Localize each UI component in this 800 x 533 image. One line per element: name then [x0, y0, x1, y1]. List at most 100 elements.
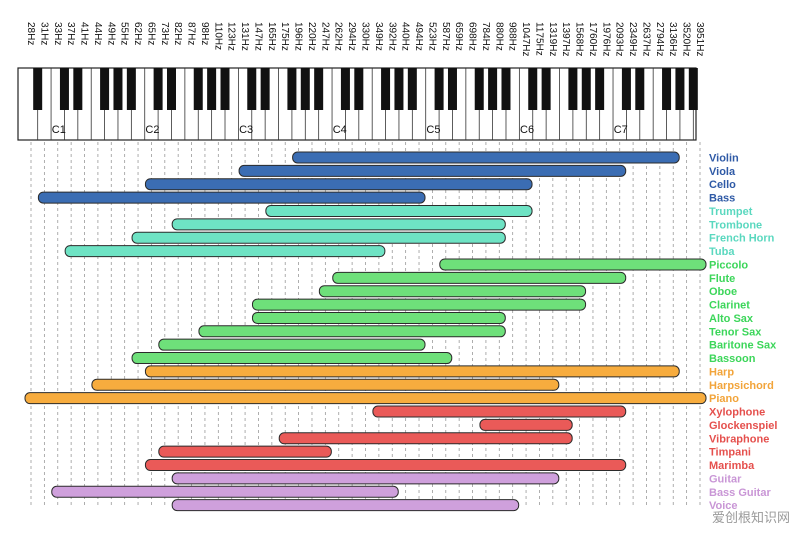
- octave-label-c2: C2: [145, 124, 159, 136]
- freq-label-494hz: 494Hz: [413, 22, 424, 51]
- instrument-label-piccolo: Piccolo: [709, 259, 748, 271]
- range-bar-timpani: [158, 445, 332, 458]
- instrument-label-harpsichord: Harpsichord: [709, 380, 774, 392]
- black-key: [688, 68, 698, 110]
- black-key: [434, 68, 444, 110]
- freq-label-1175hz: 1175Hz: [533, 22, 544, 56]
- range-bar-voice: [171, 499, 520, 512]
- octave-labels: C1 C2 C3 C4 C5 C6 C7: [52, 124, 628, 136]
- black-key: [447, 68, 457, 110]
- range-bar-harpsichord: [91, 378, 560, 391]
- range-bar-tuba: [64, 245, 386, 258]
- octave-label-c6: C6: [520, 124, 534, 136]
- freq-label-330hz: 330Hz: [360, 22, 371, 51]
- black-key: [287, 68, 297, 110]
- freq-label-784hz: 784Hz: [480, 22, 491, 51]
- instrument-label-tuba: Tuba: [709, 246, 735, 258]
- instrument-label-timpani: Timpani: [709, 447, 751, 459]
- freq-label-41hz: 41Hz: [79, 22, 90, 45]
- instrument-label-clarinet: Clarinet: [709, 300, 750, 312]
- range-bar-flute: [332, 271, 627, 284]
- freq-label-55hz: 55Hz: [119, 22, 130, 45]
- range-bar-tenor-sax: [198, 325, 506, 338]
- black-key: [662, 68, 672, 110]
- freq-label-880hz: 880Hz: [493, 22, 504, 51]
- black-key: [166, 68, 176, 110]
- instrument-label-xylophone: Xylophone: [709, 407, 765, 419]
- instrument-label-baritone-sax: Baritone Sax: [709, 340, 777, 352]
- freq-label-131hz: 131Hz: [239, 22, 250, 51]
- freq-label-1760hz: 1760Hz: [587, 22, 598, 56]
- freq-label-247hz: 247Hz: [319, 22, 330, 51]
- freq-label-98hz: 98Hz: [199, 22, 210, 45]
- freq-label-1397hz: 1397Hz: [560, 22, 571, 56]
- freq-label-2637hz: 2637Hz: [640, 22, 651, 56]
- range-bar-baritone-sax: [158, 338, 426, 351]
- black-key: [300, 68, 310, 110]
- black-key: [675, 68, 685, 110]
- freq-label-49hz: 49Hz: [105, 22, 116, 45]
- black-key: [193, 68, 203, 110]
- black-key: [354, 68, 364, 110]
- range-bar-violin: [292, 151, 680, 164]
- octave-label-c4: C4: [333, 124, 347, 136]
- instrument-label-marimba: Marimba: [709, 460, 755, 472]
- instrument-label-glockenspiel: Glockenspiel: [709, 420, 777, 432]
- black-key: [501, 68, 511, 110]
- black-key: [595, 68, 605, 110]
- freq-label-659hz: 659Hz: [453, 22, 464, 51]
- instrument-label-cello: Cello: [709, 179, 736, 191]
- black-key: [581, 68, 591, 110]
- instrument-label-oboe: Oboe: [709, 286, 737, 298]
- black-key: [113, 68, 123, 110]
- black-key: [126, 68, 136, 110]
- freq-label-2093hz: 2093Hz: [614, 22, 625, 56]
- black-key: [59, 68, 69, 110]
- range-bar-trombone: [171, 218, 506, 231]
- range-bar-bassoon: [131, 352, 453, 365]
- instrument-label-flute: Flute: [709, 273, 735, 285]
- freq-label-2794hz: 2794Hz: [654, 22, 665, 56]
- range-bar-vibraphone: [278, 432, 573, 445]
- range-bar-trumpet: [265, 204, 533, 217]
- freq-label-1568hz: 1568Hz: [574, 22, 585, 56]
- freq-label-87hz: 87Hz: [186, 22, 197, 45]
- freq-label-62hz: 62Hz: [132, 22, 143, 45]
- range-bar-marimba: [144, 459, 627, 472]
- freq-label-220hz: 220Hz: [306, 22, 317, 51]
- freq-label-165hz: 165Hz: [266, 22, 277, 51]
- freq-label-3136hz: 3136Hz: [667, 22, 678, 56]
- black-key: [220, 68, 230, 110]
- instrument-label-harp: Harp: [709, 366, 734, 378]
- black-key: [394, 68, 404, 110]
- black-key: [247, 68, 257, 110]
- range-bar-harp: [144, 365, 680, 378]
- range-bar-french-horn: [131, 231, 506, 244]
- black-key: [528, 68, 538, 110]
- freq-label-1976hz: 1976Hz: [600, 22, 611, 56]
- instrument-label-piano: Piano: [709, 393, 739, 405]
- instrument-label-alto-sax: Alto Sax: [709, 313, 754, 325]
- freq-label-392hz: 392Hz: [386, 22, 397, 51]
- freq-label-3520hz: 3520Hz: [681, 22, 692, 56]
- range-bar-piano: [24, 392, 707, 405]
- octave-label-c5: C5: [426, 124, 440, 136]
- octave-label-c1: C1: [52, 124, 66, 136]
- instrument-label-trumpet: Trumpet: [709, 206, 753, 218]
- freq-label-523hz: 523Hz: [426, 22, 437, 51]
- freq-label-3951hz: 3951Hz: [694, 22, 705, 56]
- range-bar-cello: [144, 178, 533, 191]
- freq-label-349hz: 349Hz: [373, 22, 384, 51]
- range-bar-viola: [238, 164, 627, 177]
- freq-label-33hz: 33Hz: [52, 22, 63, 45]
- black-key: [153, 68, 163, 110]
- freq-label-262hz: 262Hz: [333, 22, 344, 51]
- freq-label-110hz: 110Hz: [212, 22, 223, 50]
- freq-label-44hz: 44Hz: [92, 22, 103, 45]
- range-bar-bass: [37, 191, 426, 204]
- black-key: [488, 68, 498, 110]
- freq-label-123hz: 123Hz: [226, 22, 237, 51]
- octave-label-c3: C3: [239, 124, 253, 136]
